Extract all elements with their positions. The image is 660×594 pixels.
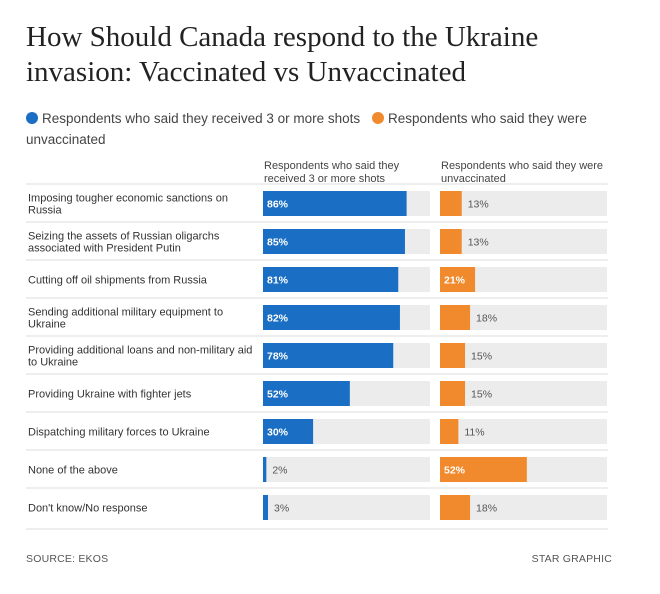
value-label-unvaccinated: 11% bbox=[464, 427, 484, 439]
bar-unvaccinated bbox=[440, 419, 459, 444]
value-label-vaccinated: 81% bbox=[267, 275, 289, 287]
value-label-vaccinated: 86% bbox=[267, 199, 289, 211]
value-label-unvaccinated: 13% bbox=[468, 237, 489, 249]
column-header-vaccinated: Respondents who said they received 3 or … bbox=[264, 160, 400, 185]
source-note: SOURCE: EKOS bbox=[26, 553, 109, 565]
bar-vaccinated bbox=[263, 495, 269, 520]
bar-vaccinated bbox=[263, 457, 267, 482]
bar-vaccinated bbox=[263, 419, 314, 444]
category-label: None of the above bbox=[28, 465, 118, 477]
category-label: Don't know/No response bbox=[28, 503, 148, 515]
bar-vaccinated bbox=[263, 229, 405, 254]
bar-unvaccinated bbox=[440, 267, 476, 292]
legend-swatch-vaccinated bbox=[26, 112, 38, 124]
value-label-unvaccinated: 18% bbox=[476, 313, 497, 325]
category-label: Imposing tougher economic sanctions on Ru… bbox=[28, 193, 228, 217]
value-label-vaccinated: 78% bbox=[267, 351, 289, 363]
category-label: Dispatching military forces to Ukraine bbox=[28, 427, 210, 439]
bar-track-vaccinated bbox=[263, 457, 430, 482]
bar-vaccinated bbox=[263, 343, 394, 368]
chart-title: How Should Canada respond to the Ukraine… bbox=[26, 21, 539, 88]
legend-label-unvaccinated: Respondents who said they were unvaccina… bbox=[26, 111, 587, 147]
bar-vaccinated bbox=[263, 191, 407, 216]
bar-track-unvaccinated bbox=[440, 191, 607, 216]
value-label-unvaccinated: 15% bbox=[471, 351, 492, 363]
value-label-vaccinated: 3% bbox=[274, 503, 289, 515]
category-label: Providing additional loans and non-milit… bbox=[28, 345, 252, 369]
bar-track-unvaccinated bbox=[440, 419, 607, 444]
value-label-vaccinated: 2% bbox=[272, 465, 287, 477]
bar-track-unvaccinated bbox=[440, 343, 607, 368]
bar-unvaccinated bbox=[440, 229, 462, 254]
legend: Respondents who said they received 3 or … bbox=[26, 108, 626, 150]
legend-item-vaccinated: Respondents who said they received 3 or … bbox=[26, 111, 364, 126]
category-label: Cutting off oil shipments from Russia bbox=[28, 275, 208, 287]
value-label-unvaccinated: 21% bbox=[444, 275, 466, 287]
graphic-credit: STAR GRAPHIC bbox=[531, 553, 612, 565]
category-label: Sending additional military equipment to… bbox=[28, 307, 223, 331]
bar-unvaccinated bbox=[440, 191, 462, 216]
bar-unvaccinated bbox=[440, 343, 466, 368]
bar-vaccinated bbox=[263, 381, 350, 406]
bar-track-unvaccinated bbox=[440, 381, 607, 406]
bar-unvaccinated bbox=[440, 381, 466, 406]
bar-vaccinated bbox=[263, 267, 399, 292]
value-label-vaccinated: 82% bbox=[267, 313, 289, 325]
value-label-unvaccinated: 52% bbox=[444, 465, 466, 477]
value-label-vaccinated: 52% bbox=[267, 389, 289, 401]
legend-item-unvaccinated: Respondents who said they were unvaccina… bbox=[26, 111, 587, 147]
value-label-vaccinated: 30% bbox=[267, 427, 289, 439]
bar-track-unvaccinated bbox=[440, 229, 607, 254]
bar-unvaccinated bbox=[440, 305, 471, 330]
column-header-unvaccinated: Respondents who said they were unvaccina… bbox=[441, 160, 604, 185]
bar-unvaccinated bbox=[440, 495, 471, 520]
value-label-unvaccinated: 13% bbox=[468, 199, 489, 211]
value-label-unvaccinated: 15% bbox=[471, 389, 492, 401]
value-label-vaccinated: 85% bbox=[267, 237, 289, 249]
legend-swatch-unvaccinated bbox=[371, 112, 384, 124]
category-label: Seizing the assets of Russian oligarchs a… bbox=[28, 231, 220, 255]
category-label: Providing Ukraine with fighter jets bbox=[28, 389, 192, 401]
bar-vaccinated bbox=[263, 305, 400, 330]
bar-track-vaccinated bbox=[263, 495, 430, 520]
bar-unvaccinated bbox=[440, 457, 527, 482]
legend-label-vaccinated: Respondents who said they received 3 or … bbox=[42, 111, 361, 126]
value-label-unvaccinated: 18% bbox=[476, 503, 497, 515]
